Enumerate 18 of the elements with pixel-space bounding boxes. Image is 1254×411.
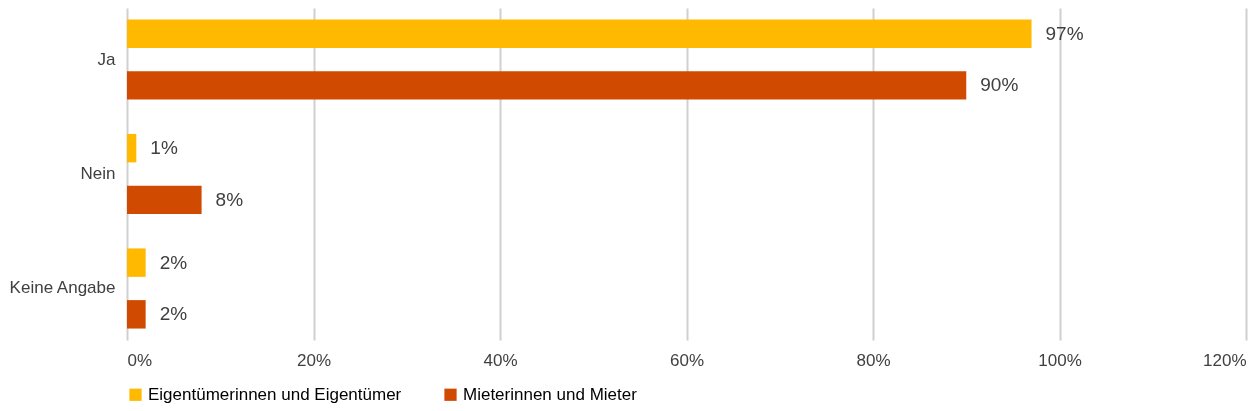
x-tick-label: 100% bbox=[1038, 350, 1082, 370]
legend-label: Eigentümerinnen und Eigentümer bbox=[148, 384, 402, 404]
x-tick-label: 20% bbox=[296, 350, 332, 370]
x-tick-label: 80% bbox=[856, 350, 891, 370]
x-tick-label: 60% bbox=[669, 350, 705, 370]
y-tick-label: Ja bbox=[97, 49, 117, 69]
data-label: 2% bbox=[159, 251, 188, 273]
legend-label: Mieterinnen und Mieter bbox=[463, 384, 638, 404]
y-tick-label: Nein bbox=[80, 164, 116, 183]
data-label: 1% bbox=[150, 137, 178, 159]
data-label: 97% bbox=[1045, 22, 1084, 44]
x-tick-label: 40% bbox=[483, 350, 518, 370]
data-label: 2% bbox=[159, 303, 188, 325]
data-label: 90% bbox=[980, 74, 1019, 96]
y-tick-label: Keine Angabe bbox=[9, 278, 116, 298]
x-tick-label: 120% bbox=[1203, 350, 1247, 370]
x-tick-label: 0% bbox=[127, 350, 153, 370]
data-label: 8% bbox=[215, 188, 244, 210]
